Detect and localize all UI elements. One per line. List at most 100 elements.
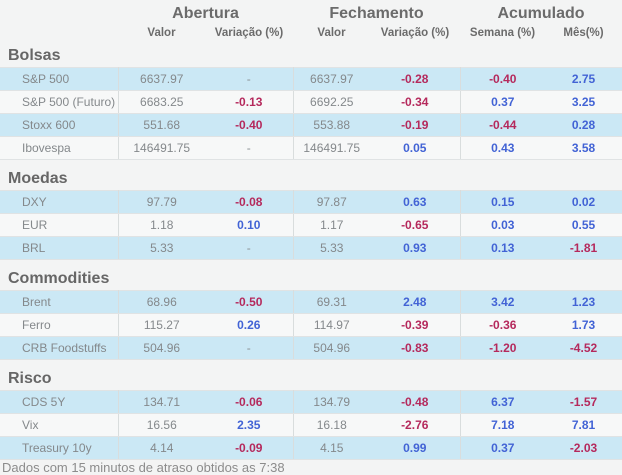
table-row: Ferro 115.27 0.26 114.97 -0.39 -0.36 1.73 bbox=[0, 313, 622, 337]
change-cell: 3.42 bbox=[460, 290, 545, 314]
table-row: CDS 5Y 134.71 -0.06 134.79 -0.48 6.37 -1.57 bbox=[0, 390, 622, 414]
table-row: Ibovespa 146491.75-146491.75 0.05 0.43 3.58 bbox=[0, 136, 622, 160]
change-cell: 0.63 bbox=[370, 190, 461, 214]
change-cell: -0.44 bbox=[460, 113, 545, 137]
section-risco: Risco CDS 5Y 134.71 -0.06 134.79 -0.48 6.37 -1… bbox=[0, 369, 622, 460]
change-cell: -0.40 bbox=[460, 67, 545, 91]
value-cell: 504.96 bbox=[293, 336, 370, 360]
section-moedas: Moedas DXY 97.79 -0.08 97.87 0.63 0.15 0.02 EUR… bbox=[0, 169, 622, 260]
value-cell: 6683.25 bbox=[118, 90, 205, 114]
change-cell: -0.34 bbox=[370, 90, 461, 114]
row-label: S&P 500 bbox=[0, 67, 119, 91]
value-cell: 5.33 bbox=[293, 236, 370, 260]
subheader-acumulado-mes: Mês(%) bbox=[563, 27, 604, 39]
subheader-fechamento-valor: Valor bbox=[317, 27, 346, 39]
label-column-spacer bbox=[0, 24, 118, 42]
row-label: Stoxx 600 bbox=[0, 113, 119, 137]
change-cell: 0.28 bbox=[545, 113, 622, 137]
row-label: CDS 5Y bbox=[0, 390, 119, 414]
change-cell: -0.40 bbox=[205, 113, 294, 137]
moedas-table: DXY 97.79 -0.08 97.87 0.63 0.15 0.02 EUR 1.18 0.1… bbox=[0, 190, 622, 260]
subheader-abertura-variacao: Variação (%) bbox=[214, 27, 284, 39]
column-group-acumulado: Acumulado bbox=[497, 5, 585, 22]
value-cell: 16.18 bbox=[293, 413, 370, 437]
column-group-fechamento: Fechamento bbox=[329, 5, 424, 22]
table-row: BRL 5.33-5.33 0.93 0.13 -1.81 bbox=[0, 236, 622, 260]
change-cell: 3.25 bbox=[545, 90, 622, 114]
column-group-row: Abertura Fechamento Acumulado bbox=[0, 4, 622, 24]
bolsas-table: S&P 500 6637.97-6637.97 -0.28 -0.40 2.75 S&P … bbox=[0, 67, 622, 160]
value-cell: 4.14 bbox=[118, 436, 205, 460]
table-row: Stoxx 600 551.68 -0.40 553.88 -0.19 -0.44 0.28 bbox=[0, 113, 622, 137]
change-cell: 1.73 bbox=[545, 313, 622, 337]
commodities-table: Brent 68.96 -0.50 69.31 2.48 3.42 1.23 Ferro 115… bbox=[0, 290, 622, 360]
value-cell: 1.18 bbox=[118, 213, 205, 237]
table-row: CRB Foodstuffs 504.96-504.96 -0.83 -1.20 -4.… bbox=[0, 336, 622, 360]
section-bolsas: Bolsas S&P 500 6637.97-6637.97 -0.28 -0.40 2… bbox=[0, 46, 622, 160]
change-cell: -2.03 bbox=[545, 436, 622, 460]
row-label: BRL bbox=[0, 236, 119, 260]
value-cell: 1.17 bbox=[293, 213, 370, 237]
change-cell: 0.43 bbox=[460, 136, 545, 160]
value-cell: 134.71 bbox=[118, 390, 205, 414]
change-cell: 2.48 bbox=[370, 290, 461, 314]
change-cell: -0.36 bbox=[460, 313, 545, 337]
value-cell: 115.27 bbox=[118, 313, 205, 337]
change-cell: -1.57 bbox=[545, 390, 622, 414]
change-cell: 0.37 bbox=[460, 90, 545, 114]
value-cell: 134.79 bbox=[293, 390, 370, 414]
table-row: S&P 500 (Futuro) 6683.25 -0.13 6692.25 -0.34… bbox=[0, 90, 622, 114]
value-cell: 5.33 bbox=[118, 236, 205, 260]
change-cell: -4.52 bbox=[545, 336, 622, 360]
change-cell: 0.93 bbox=[370, 236, 461, 260]
change-cell: - bbox=[205, 336, 294, 360]
change-cell: 0.55 bbox=[545, 213, 622, 237]
row-label: Ibovespa bbox=[0, 136, 119, 160]
subheader-abertura-valor: Valor bbox=[147, 27, 176, 39]
subheader-fechamento-variacao: Variação (%) bbox=[380, 27, 450, 39]
change-cell: 0.26 bbox=[205, 313, 294, 337]
value-cell: 6637.97 bbox=[293, 67, 370, 91]
change-cell: -1.20 bbox=[460, 336, 545, 360]
change-cell: 2.35 bbox=[205, 413, 294, 437]
change-cell: - bbox=[205, 67, 294, 91]
table-row: Brent 68.96 -0.50 69.31 2.48 3.42 1.23 bbox=[0, 290, 622, 314]
change-cell: -0.83 bbox=[370, 336, 461, 360]
row-label: S&P 500 (Futuro) bbox=[0, 90, 119, 114]
change-cell: -0.65 bbox=[370, 213, 461, 237]
data-delay-note: Dados com 15 minutos de atraso obtidos a… bbox=[2, 460, 285, 475]
change-cell: - bbox=[205, 136, 294, 160]
subheader-acumulado-semana: Semana (%) bbox=[469, 27, 536, 39]
change-cell: -0.09 bbox=[205, 436, 294, 460]
value-cell: 6692.25 bbox=[293, 90, 370, 114]
row-label: Brent bbox=[0, 290, 119, 314]
row-label: DXY bbox=[0, 190, 119, 214]
change-cell: -0.48 bbox=[370, 390, 461, 414]
value-cell: 504.96 bbox=[118, 336, 205, 360]
value-cell: 146491.75 bbox=[293, 136, 370, 160]
change-cell: -0.19 bbox=[370, 113, 461, 137]
change-cell: -0.50 bbox=[205, 290, 294, 314]
section-commodities: Commodities Brent 68.96 -0.50 69.31 2.48 3.42… bbox=[0, 269, 622, 360]
value-cell: 146491.75 bbox=[118, 136, 205, 160]
value-cell: 551.68 bbox=[118, 113, 205, 137]
value-cell: 68.96 bbox=[118, 290, 205, 314]
value-cell: 16.56 bbox=[118, 413, 205, 437]
table-row: EUR 1.18 0.10 1.17 -0.65 0.03 0.55 bbox=[0, 213, 622, 237]
change-cell: -0.06 bbox=[205, 390, 294, 414]
value-cell: 6637.97 bbox=[118, 67, 205, 91]
change-cell: -1.81 bbox=[545, 236, 622, 260]
section-title-commodities: Commodities bbox=[8, 270, 110, 287]
value-cell: 553.88 bbox=[293, 113, 370, 137]
change-cell: 0.37 bbox=[460, 436, 545, 460]
change-cell: 1.23 bbox=[545, 290, 622, 314]
column-subheader-row: Valor Variação (%) Valor Variação (%) Se… bbox=[0, 24, 622, 42]
change-cell: 7.18 bbox=[460, 413, 545, 437]
section-title-risco: Risco bbox=[8, 370, 52, 387]
change-cell: -2.76 bbox=[370, 413, 461, 437]
column-header-table: Abertura Fechamento Acumulado Valor Vari… bbox=[0, 4, 622, 42]
value-cell: 97.87 bbox=[293, 190, 370, 214]
change-cell: -0.39 bbox=[370, 313, 461, 337]
change-cell: -0.28 bbox=[370, 67, 461, 91]
change-cell: 0.99 bbox=[370, 436, 461, 460]
